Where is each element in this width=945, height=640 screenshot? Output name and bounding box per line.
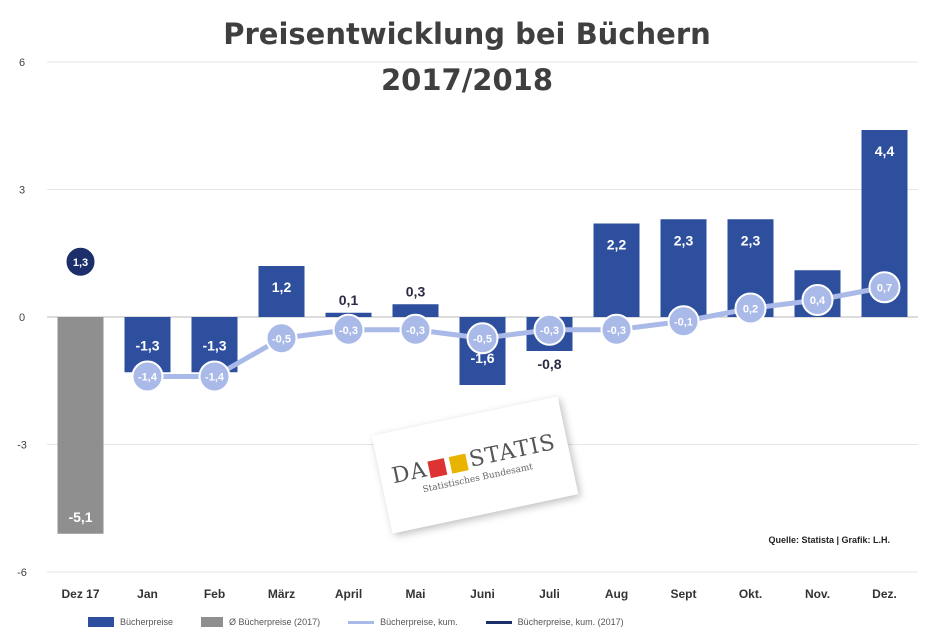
line-point <box>198 360 231 393</box>
line-point <box>734 292 767 325</box>
x-tick-label: Okt. <box>739 587 762 601</box>
line-point <box>868 271 901 304</box>
legend-swatch-line-dark-icon <box>485 620 512 624</box>
legend-swatch-gray-icon <box>201 617 224 627</box>
legend-item-cum-2017: Bücherpreise, kum. (2017) <box>485 617 624 627</box>
bar-data-label: -5,1 <box>68 509 92 525</box>
bar-labels: -5,1 -1,3 -1,3 1,2 0,1 0,3 -1,6 -0,8 2,2 2,3 2,3 1,… <box>68 143 894 525</box>
point-label: -0,3 <box>540 325 559 337</box>
legend-item-avg: Ø Bücherpreise (2017) <box>201 617 320 627</box>
bar-data-label: 0,3 <box>406 283 426 299</box>
x-tick-label: April <box>335 587 362 601</box>
line-point <box>332 313 365 346</box>
bar-data-label: -1,3 <box>202 337 226 353</box>
x-tick-label: März <box>268 587 295 601</box>
bar <box>593 223 640 317</box>
point-label: -1,4 <box>138 372 158 384</box>
legend-label: Bücherpreise, kum. (2017) <box>517 617 624 627</box>
x-tick-label: Dez 17 <box>61 587 99 601</box>
bar <box>258 266 305 317</box>
legend-item-cum: Bücherpreise, kum. <box>348 617 458 627</box>
line-point <box>399 313 432 346</box>
x-axis: Dez 17 Jan Feb März April Mai Juni Juli Aug Sept O… <box>61 587 896 601</box>
bar-data-label: -1,3 <box>135 337 159 353</box>
point-label: -0,3 <box>406 325 425 337</box>
chart-subtitle: 2017/2018 <box>381 63 553 97</box>
source-note: Quelle: Statista | Grafik: L.H. <box>768 535 890 545</box>
legend-label: Ø Bücherpreise (2017) <box>229 617 321 627</box>
x-tick-label: Mai <box>405 587 425 601</box>
line-point <box>466 322 499 355</box>
legend-swatch-line-icon <box>348 620 375 624</box>
cumulative-line: -1,4 -1,4 -0,5 -0,3 -0,3 -0,5 -0,3 -0,3 -0,1 0,2 0… <box>64 245 901 393</box>
x-tick-label: Feb <box>204 587 225 601</box>
legend-label: Bücherpreise, kum. <box>380 617 458 627</box>
legend-item-books: Bücherpreise <box>88 617 173 627</box>
legend: Bücherpreise Ø Bücherpreise (2017) Büche… <box>88 613 624 631</box>
x-tick-label: Nov. <box>805 587 830 601</box>
line-point <box>533 313 566 346</box>
line-point <box>265 322 298 355</box>
point-label: -0,1 <box>674 316 693 328</box>
bar-data-label: 4,4 <box>875 143 895 159</box>
point-label: -0,3 <box>339 325 358 337</box>
y-tick-label: 0 <box>19 312 25 324</box>
x-tick-label: Sept <box>670 587 696 601</box>
bar-data-label: 2,3 <box>674 232 694 248</box>
y-tick-label: -3 <box>17 440 27 452</box>
legend-swatch-bar-icon <box>88 617 114 627</box>
bar-data-label: 2,3 <box>741 232 761 248</box>
point-label: -0,3 <box>607 325 626 337</box>
bar-data-label: -0,8 <box>537 356 561 372</box>
line-point <box>667 305 700 338</box>
line-point <box>801 284 834 316</box>
point-label: -1,4 <box>205 372 225 384</box>
chart-title: Preisentwicklung bei Büchern <box>223 17 711 51</box>
line-point <box>600 313 633 346</box>
x-tick-label: Dez. <box>872 587 897 601</box>
point-label: 0,2 <box>743 304 758 316</box>
x-tick-label: Aug <box>605 587 628 601</box>
x-tick-label: Jan <box>137 587 158 601</box>
bar-data-label: 1,2 <box>272 279 292 295</box>
bar <box>392 304 439 317</box>
bar <box>660 219 707 317</box>
legend-label: Bücherpreise <box>120 617 174 627</box>
point-label: -0,5 <box>473 333 492 345</box>
x-tick-label: Juli <box>539 587 560 601</box>
point-label: 1,3 <box>73 257 88 269</box>
line-point-2017 <box>64 245 97 278</box>
y-tick-label: 6 <box>19 57 25 69</box>
y-axis: 6 3 0 -3 -6 <box>17 57 27 579</box>
y-tick-label: -6 <box>17 567 27 579</box>
bar-data-label: -1,6 <box>470 350 494 366</box>
line-point <box>131 360 164 393</box>
point-label: 0,7 <box>877 282 892 294</box>
y-tick-label: 3 <box>19 185 25 197</box>
x-tick-label: Juni <box>470 587 495 601</box>
bar-data-label: 0,1 <box>339 292 359 308</box>
cumulative-line-path <box>147 284 885 379</box>
bar-average <box>57 317 104 534</box>
bar-data-label: 2,2 <box>607 237 627 253</box>
point-label: -0,5 <box>272 333 291 345</box>
point-label: 0,4 <box>810 295 826 307</box>
